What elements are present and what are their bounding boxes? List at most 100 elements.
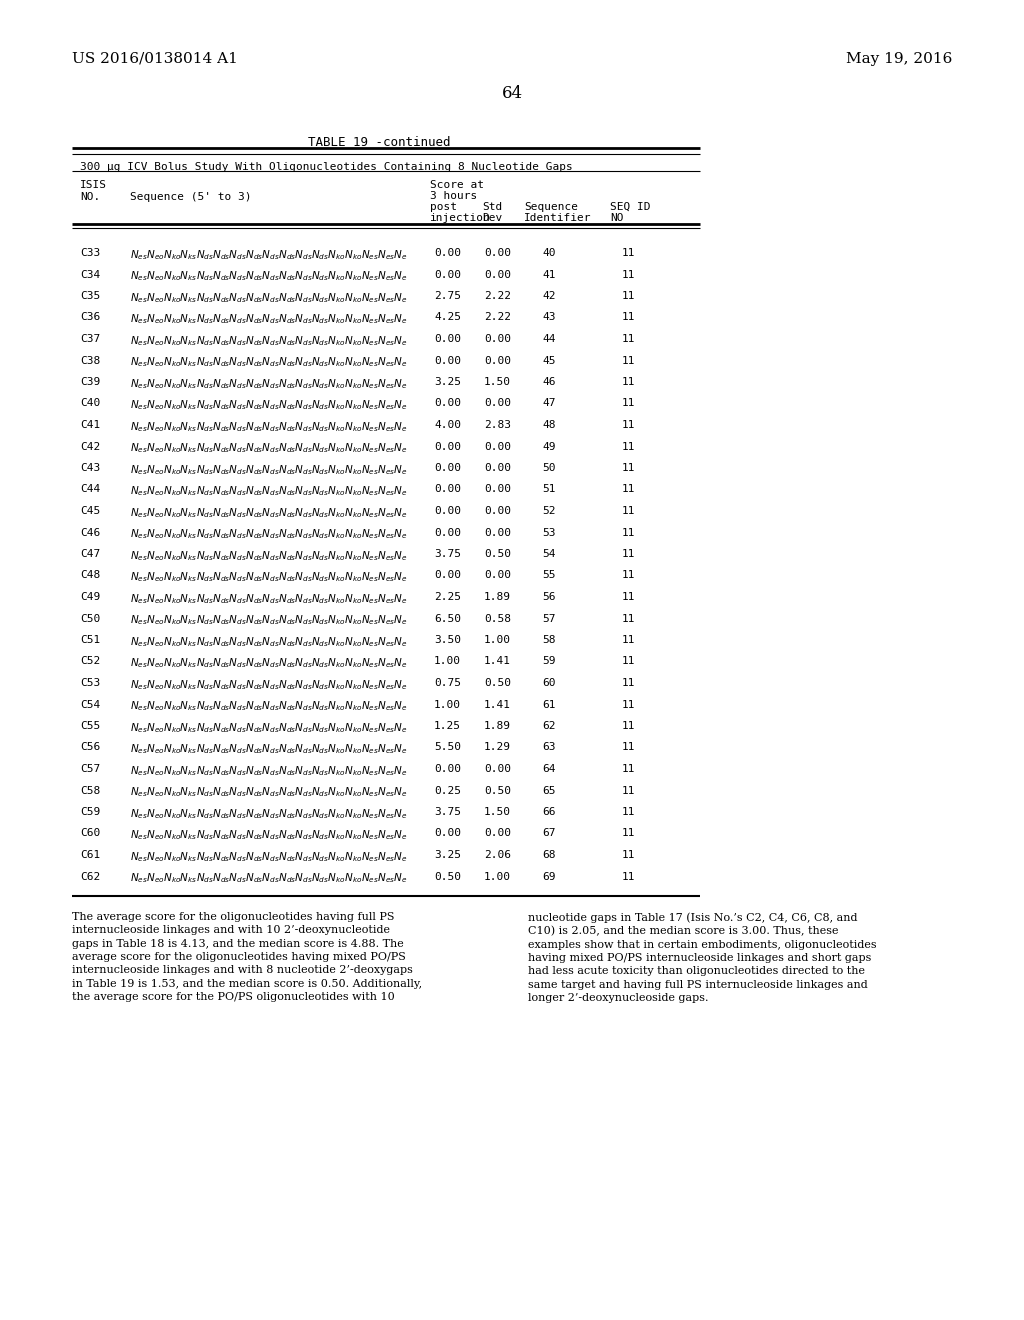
Text: 40: 40 xyxy=(542,248,555,257)
Text: 61: 61 xyxy=(542,700,555,710)
Text: 2.22: 2.22 xyxy=(484,290,511,301)
Text: $N_{es}N_{eo}N_{ko}N_{ks}N_{ds}N_{ds}N_{ds}N_{ds}N_{ds}N_{ds}N_{ds}N_{ds}N_{ko}N: $N_{es}N_{eo}N_{ko}N_{ks}N_{ds}N_{ds}N_{… xyxy=(130,355,408,370)
Text: NO: NO xyxy=(610,213,624,223)
Text: $N_{es}N_{eo}N_{ko}N_{ks}N_{ds}N_{ds}N_{ds}N_{ds}N_{ds}N_{ds}N_{ds}N_{ds}N_{ko}N: $N_{es}N_{eo}N_{ko}N_{ks}N_{ds}N_{ds}N_{… xyxy=(130,678,408,692)
Text: $N_{es}N_{eo}N_{ko}N_{ks}N_{ds}N_{ds}N_{ds}N_{ds}N_{ds}N_{ds}N_{ds}N_{ds}N_{ko}N: $N_{es}N_{eo}N_{ko}N_{ks}N_{ds}N_{ds}N_{… xyxy=(130,570,408,585)
Text: 0.00: 0.00 xyxy=(434,269,461,280)
Text: $N_{es}N_{eo}N_{ko}N_{ks}N_{ds}N_{ds}N_{ds}N_{ds}N_{ds}N_{ds}N_{ds}N_{ds}N_{ko}N: $N_{es}N_{eo}N_{ko}N_{ks}N_{ds}N_{ds}N_{… xyxy=(130,614,408,627)
Text: C44: C44 xyxy=(80,484,100,495)
Text: 48: 48 xyxy=(542,420,555,430)
Text: 11: 11 xyxy=(622,248,636,257)
Text: $N_{es}N_{eo}N_{ko}N_{ks}N_{ds}N_{ds}N_{ds}N_{ds}N_{ds}N_{ds}N_{ds}N_{ds}N_{ko}N: $N_{es}N_{eo}N_{ko}N_{ks}N_{ds}N_{ds}N_{… xyxy=(130,764,408,777)
Text: $N_{es}N_{eo}N_{ko}N_{ks}N_{ds}N_{ds}N_{ds}N_{ds}N_{ds}N_{ds}N_{ds}N_{ds}N_{ko}N: $N_{es}N_{eo}N_{ko}N_{ks}N_{ds}N_{ds}N_{… xyxy=(130,785,408,800)
Text: 0.00: 0.00 xyxy=(484,399,511,408)
Text: 11: 11 xyxy=(622,807,636,817)
Text: 64: 64 xyxy=(542,764,555,774)
Text: 1.41: 1.41 xyxy=(484,700,511,710)
Text: 0.00: 0.00 xyxy=(434,570,461,581)
Text: 1.89: 1.89 xyxy=(484,721,511,731)
Text: post: post xyxy=(430,202,457,213)
Text: 0.00: 0.00 xyxy=(434,829,461,838)
Text: 11: 11 xyxy=(622,355,636,366)
Text: 11: 11 xyxy=(622,528,636,537)
Text: 2.25: 2.25 xyxy=(434,591,461,602)
Text: 11: 11 xyxy=(622,441,636,451)
Text: 11: 11 xyxy=(622,549,636,558)
Text: $N_{es}N_{eo}N_{ko}N_{ks}N_{ds}N_{ds}N_{ds}N_{ds}N_{ds}N_{ds}N_{ds}N_{ds}N_{ko}N: $N_{es}N_{eo}N_{ko}N_{ks}N_{ds}N_{ds}N_{… xyxy=(130,313,408,326)
Text: 51: 51 xyxy=(542,484,555,495)
Text: C35: C35 xyxy=(80,290,100,301)
Text: The average score for the oligonucleotides having full PS
internucleoside linkag: The average score for the oligonucleotid… xyxy=(72,912,422,1002)
Text: C49: C49 xyxy=(80,591,100,602)
Text: $N_{es}N_{eo}N_{ko}N_{ks}N_{ds}N_{ds}N_{ds}N_{ds}N_{ds}N_{ds}N_{ds}N_{ds}N_{ko}N: $N_{es}N_{eo}N_{ko}N_{ks}N_{ds}N_{ds}N_{… xyxy=(130,378,408,391)
Text: 46: 46 xyxy=(542,378,555,387)
Text: C54: C54 xyxy=(80,700,100,710)
Text: 1.00: 1.00 xyxy=(484,871,511,882)
Text: 0.00: 0.00 xyxy=(484,355,511,366)
Text: C56: C56 xyxy=(80,742,100,752)
Text: $N_{es}N_{eo}N_{ko}N_{ks}N_{ds}N_{ds}N_{ds}N_{ds}N_{ds}N_{ds}N_{ds}N_{ds}N_{ko}N: $N_{es}N_{eo}N_{ko}N_{ks}N_{ds}N_{ds}N_{… xyxy=(130,290,408,305)
Text: 68: 68 xyxy=(542,850,555,861)
Text: C48: C48 xyxy=(80,570,100,581)
Text: 11: 11 xyxy=(622,570,636,581)
Text: 0.25: 0.25 xyxy=(434,785,461,796)
Text: 11: 11 xyxy=(622,614,636,623)
Text: 0.00: 0.00 xyxy=(434,463,461,473)
Text: 6.50: 6.50 xyxy=(434,614,461,623)
Text: 0.00: 0.00 xyxy=(434,248,461,257)
Text: C62: C62 xyxy=(80,871,100,882)
Text: 1.50: 1.50 xyxy=(484,378,511,387)
Text: 1.00: 1.00 xyxy=(484,635,511,645)
Text: 11: 11 xyxy=(622,399,636,408)
Text: 43: 43 xyxy=(542,313,555,322)
Text: $N_{es}N_{eo}N_{ko}N_{ks}N_{ds}N_{ds}N_{ds}N_{ds}N_{ds}N_{ds}N_{ds}N_{ds}N_{ko}N: $N_{es}N_{eo}N_{ko}N_{ks}N_{ds}N_{ds}N_{… xyxy=(130,829,408,842)
Text: 0.00: 0.00 xyxy=(434,528,461,537)
Text: 2.06: 2.06 xyxy=(484,850,511,861)
Text: 2.83: 2.83 xyxy=(484,420,511,430)
Text: 0.58: 0.58 xyxy=(484,614,511,623)
Text: 0.00: 0.00 xyxy=(434,441,461,451)
Text: C45: C45 xyxy=(80,506,100,516)
Text: $N_{es}N_{eo}N_{ko}N_{ks}N_{ds}N_{ds}N_{ds}N_{ds}N_{ds}N_{ds}N_{ds}N_{ds}N_{ko}N: $N_{es}N_{eo}N_{ko}N_{ks}N_{ds}N_{ds}N_{… xyxy=(130,591,408,606)
Text: $N_{es}N_{eo}N_{ko}N_{ks}N_{ds}N_{ds}N_{ds}N_{ds}N_{ds}N_{ds}N_{ds}N_{ds}N_{ko}N: $N_{es}N_{eo}N_{ko}N_{ks}N_{ds}N_{ds}N_{… xyxy=(130,441,408,455)
Text: C59: C59 xyxy=(80,807,100,817)
Text: May 19, 2016: May 19, 2016 xyxy=(846,51,952,66)
Text: 0.50: 0.50 xyxy=(484,549,511,558)
Text: 49: 49 xyxy=(542,441,555,451)
Text: 3.75: 3.75 xyxy=(434,807,461,817)
Text: 0.00: 0.00 xyxy=(434,506,461,516)
Text: 0.00: 0.00 xyxy=(484,829,511,838)
Text: $N_{es}N_{eo}N_{ko}N_{ks}N_{ds}N_{ds}N_{ds}N_{ds}N_{ds}N_{ds}N_{ds}N_{ds}N_{ko}N: $N_{es}N_{eo}N_{ko}N_{ks}N_{ds}N_{ds}N_{… xyxy=(130,334,408,347)
Text: 0.00: 0.00 xyxy=(434,764,461,774)
Text: C38: C38 xyxy=(80,355,100,366)
Text: 56: 56 xyxy=(542,591,555,602)
Text: 3.25: 3.25 xyxy=(434,850,461,861)
Text: 11: 11 xyxy=(622,742,636,752)
Text: injection: injection xyxy=(430,213,490,223)
Text: 1.41: 1.41 xyxy=(484,656,511,667)
Text: nucleotide gaps in Table 17 (Isis No.’s C2, C4, C6, C8, and
C10) is 2.05, and th: nucleotide gaps in Table 17 (Isis No.’s … xyxy=(528,912,877,1003)
Text: 4.00: 4.00 xyxy=(434,420,461,430)
Text: C33: C33 xyxy=(80,248,100,257)
Text: 0.00: 0.00 xyxy=(484,506,511,516)
Text: 0.00: 0.00 xyxy=(484,441,511,451)
Text: SEQ ID: SEQ ID xyxy=(610,202,650,213)
Text: C52: C52 xyxy=(80,656,100,667)
Text: 11: 11 xyxy=(622,871,636,882)
Text: 11: 11 xyxy=(622,700,636,710)
Text: $N_{es}N_{eo}N_{ko}N_{ks}N_{ds}N_{ds}N_{ds}N_{ds}N_{ds}N_{ds}N_{ds}N_{ds}N_{ko}N: $N_{es}N_{eo}N_{ko}N_{ks}N_{ds}N_{ds}N_{… xyxy=(130,635,408,649)
Text: 300 µg ICV Bolus Study With Oligonucleotides Containing 8 Nucleotide Gaps: 300 µg ICV Bolus Study With Oligonucleot… xyxy=(80,162,572,172)
Text: 50: 50 xyxy=(542,463,555,473)
Text: Score at: Score at xyxy=(430,180,484,190)
Text: $N_{es}N_{eo}N_{ko}N_{ks}N_{ds}N_{ds}N_{ds}N_{ds}N_{ds}N_{ds}N_{ds}N_{ds}N_{ko}N: $N_{es}N_{eo}N_{ko}N_{ks}N_{ds}N_{ds}N_{… xyxy=(130,850,408,863)
Text: Sequence: Sequence xyxy=(524,202,578,213)
Text: 11: 11 xyxy=(622,463,636,473)
Text: 42: 42 xyxy=(542,290,555,301)
Text: 0.50: 0.50 xyxy=(484,678,511,688)
Text: C37: C37 xyxy=(80,334,100,345)
Text: $N_{es}N_{eo}N_{ko}N_{ks}N_{ds}N_{ds}N_{ds}N_{ds}N_{ds}N_{ds}N_{ds}N_{ds}N_{ko}N: $N_{es}N_{eo}N_{ko}N_{ks}N_{ds}N_{ds}N_{… xyxy=(130,721,408,735)
Text: 47: 47 xyxy=(542,399,555,408)
Text: 0.00: 0.00 xyxy=(434,355,461,366)
Text: 54: 54 xyxy=(542,549,555,558)
Text: C39: C39 xyxy=(80,378,100,387)
